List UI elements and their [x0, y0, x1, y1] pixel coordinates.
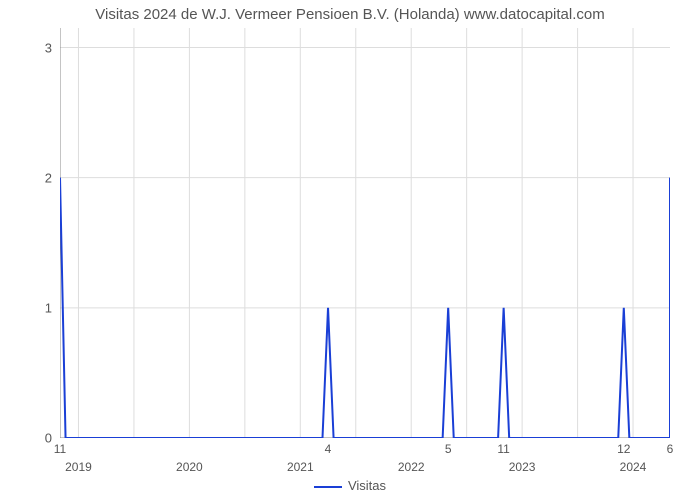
x-year-label: 2019 — [65, 460, 92, 474]
plot-area — [60, 28, 670, 438]
x-month-label: 11 — [54, 442, 66, 456]
y-tick-label: 2 — [12, 170, 52, 185]
chart-container: Visitas 2024 de W.J. Vermeer Pensioen B.… — [0, 0, 700, 500]
y-tick-label: 0 — [12, 431, 52, 446]
y-tick-label: 3 — [12, 40, 52, 55]
x-year-label: 2024 — [620, 460, 647, 474]
legend: Visitas — [0, 478, 700, 493]
x-year-label: 2023 — [509, 460, 536, 474]
chart-title: Visitas 2024 de W.J. Vermeer Pensioen B.… — [0, 6, 700, 23]
x-month-label: 6 — [667, 442, 674, 456]
x-month-label: 5 — [445, 442, 452, 456]
chart-svg — [60, 28, 670, 438]
legend-swatch — [314, 486, 342, 488]
y-tick-label: 1 — [12, 300, 52, 315]
x-year-label: 2022 — [398, 460, 425, 474]
x-year-label: 2021 — [287, 460, 314, 474]
x-month-label: 4 — [325, 442, 332, 456]
x-month-label: 12 — [617, 442, 630, 456]
x-month-label: 11 — [497, 442, 509, 456]
legend-label: Visitas — [348, 478, 386, 493]
x-year-label: 2020 — [176, 460, 203, 474]
